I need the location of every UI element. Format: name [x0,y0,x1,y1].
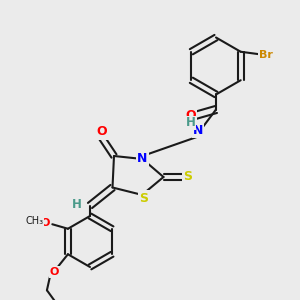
Text: O: O [41,218,50,228]
Text: S: S [183,170,192,184]
Text: N: N [193,124,203,137]
Text: Br: Br [259,50,273,60]
Text: H: H [72,197,81,211]
Text: S: S [140,191,148,205]
Text: H: H [186,116,195,130]
Text: N: N [137,152,148,166]
Text: CH₃: CH₃ [26,216,44,226]
Text: O: O [50,267,59,277]
Text: O: O [185,109,196,122]
Text: O: O [97,125,107,139]
